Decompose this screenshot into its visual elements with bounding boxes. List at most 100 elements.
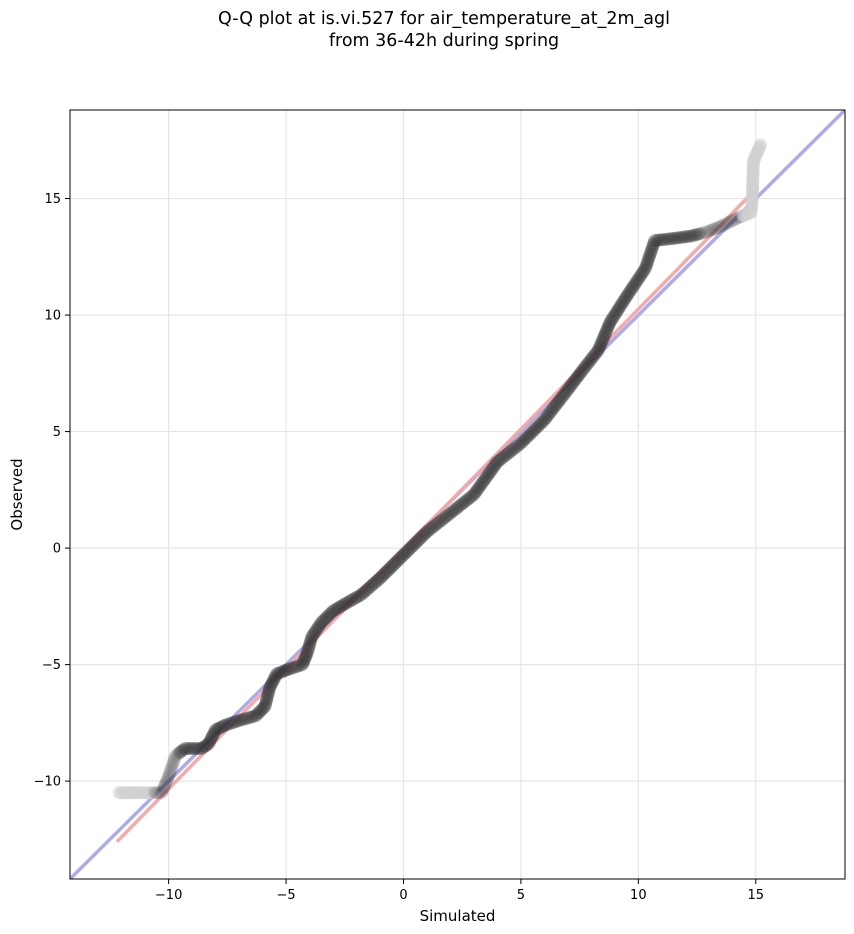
data-point — [606, 311, 620, 325]
data-point — [276, 665, 290, 679]
data-point — [660, 232, 674, 246]
data-point — [156, 782, 170, 796]
data-point — [608, 307, 622, 321]
data-point — [683, 229, 697, 243]
data-point — [645, 240, 659, 254]
data-point — [455, 497, 469, 511]
data-point — [171, 747, 185, 761]
data-point — [220, 717, 234, 731]
data-point — [344, 594, 358, 608]
data-point — [634, 267, 648, 281]
data-point — [163, 765, 177, 779]
data-point — [208, 725, 222, 739]
data-point — [309, 624, 323, 638]
data-point — [531, 420, 545, 434]
data-point — [447, 503, 461, 517]
data-point — [441, 508, 455, 522]
data-point — [532, 418, 546, 432]
data-point — [417, 528, 431, 542]
data-point — [692, 227, 706, 241]
data-point — [157, 780, 171, 794]
data-point — [576, 362, 590, 376]
data-point — [633, 269, 647, 283]
data-point — [603, 315, 617, 329]
data-point — [328, 603, 342, 617]
data-point — [388, 556, 402, 570]
data-point — [647, 236, 661, 250]
data-point — [244, 710, 258, 724]
data-point — [253, 704, 267, 718]
data-point — [537, 413, 551, 427]
data-point — [354, 588, 368, 602]
data-point — [261, 686, 275, 700]
x-axis-label: Simulated — [420, 907, 496, 925]
data-point — [356, 586, 370, 600]
data-point — [352, 589, 366, 603]
data-point — [272, 666, 286, 680]
data-point — [555, 390, 569, 404]
data-point — [618, 291, 632, 305]
data-point — [650, 233, 664, 247]
data-point — [516, 435, 530, 449]
data-point — [592, 341, 606, 355]
data-point — [155, 784, 169, 798]
data-point — [585, 351, 599, 365]
x-tick-label: 10 — [630, 888, 647, 903]
data-point — [486, 461, 500, 475]
data-point — [418, 526, 432, 540]
y-axis-label: Observed — [8, 458, 26, 530]
data-point — [415, 530, 429, 544]
data-point — [300, 646, 314, 660]
data-point — [637, 263, 651, 277]
data-point — [258, 700, 272, 714]
data-point — [241, 711, 255, 725]
data-point — [558, 386, 572, 400]
data-point — [196, 740, 210, 754]
data-point — [301, 644, 315, 658]
data-point — [299, 650, 313, 664]
data-point — [591, 343, 605, 357]
data-point — [521, 430, 535, 444]
data-point — [584, 353, 598, 367]
data-point — [313, 618, 327, 632]
data-point — [688, 228, 702, 242]
data-point — [252, 706, 266, 720]
data-point — [699, 225, 713, 239]
data-point — [303, 637, 317, 651]
data-point — [514, 436, 528, 450]
data-point — [166, 755, 180, 769]
data-point — [588, 347, 602, 361]
data-point — [643, 247, 657, 261]
data-point — [510, 439, 524, 453]
data-point — [478, 472, 492, 486]
data-point — [159, 776, 173, 790]
data-point — [296, 656, 310, 670]
data-point — [205, 731, 219, 745]
data-point — [468, 486, 482, 500]
data-point — [482, 466, 496, 480]
data-point — [474, 478, 488, 492]
data-point — [620, 289, 634, 303]
x-tick-label: 15 — [747, 888, 764, 903]
data-point — [364, 580, 378, 594]
data-point — [440, 509, 454, 523]
data-point — [385, 560, 399, 574]
data-point — [161, 772, 175, 786]
data-point — [451, 500, 465, 514]
data-point — [350, 590, 364, 604]
data-point — [604, 313, 618, 327]
data-point — [334, 599, 348, 613]
data-point — [726, 213, 740, 227]
data-point — [617, 293, 631, 307]
data-point — [626, 279, 640, 293]
data-point — [549, 398, 563, 412]
data-point — [598, 328, 612, 342]
data-point — [284, 661, 298, 675]
data-point — [611, 303, 625, 317]
data-point — [308, 626, 322, 640]
grid — [70, 110, 845, 879]
data-point — [600, 324, 614, 338]
data-point — [489, 457, 503, 471]
data-point — [671, 231, 685, 245]
chart-title: Q-Q plot at is.vi.527 for air_temperatur… — [0, 8, 854, 52]
